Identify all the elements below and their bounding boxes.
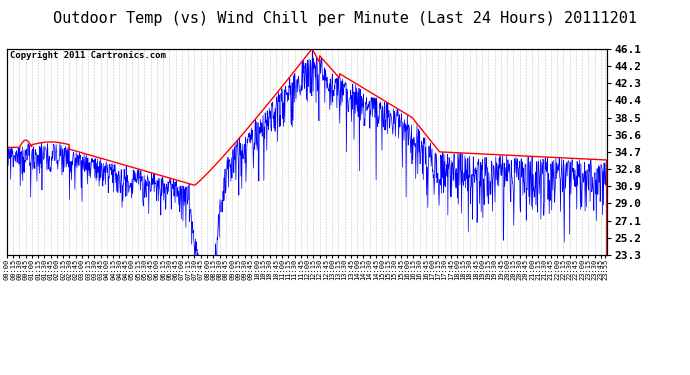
Text: Outdoor Temp (vs) Wind Chill per Minute (Last 24 Hours) 20111201: Outdoor Temp (vs) Wind Chill per Minute … <box>53 11 637 26</box>
Text: Copyright 2011 Cartronics.com: Copyright 2011 Cartronics.com <box>10 51 166 60</box>
